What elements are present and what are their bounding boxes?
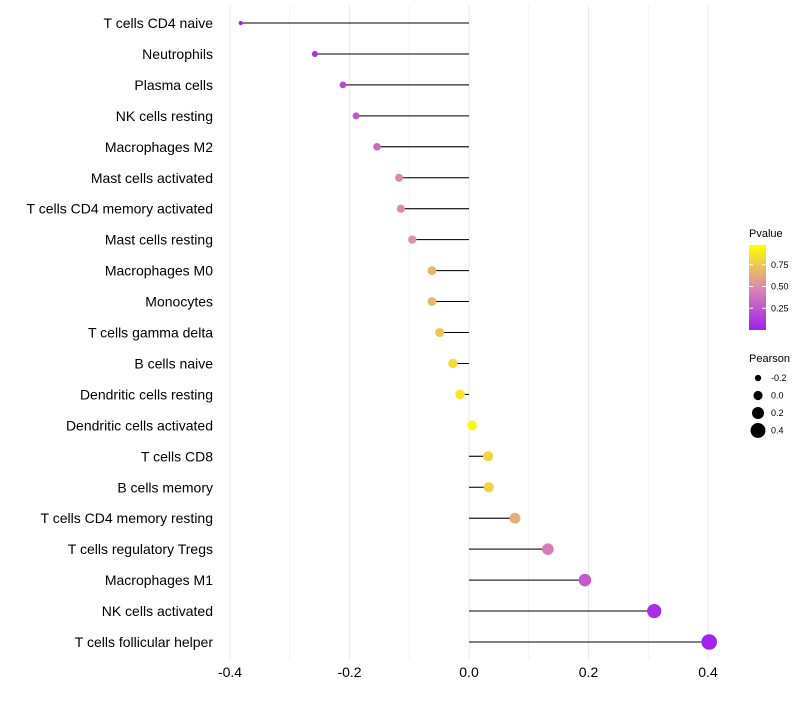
y-tick-label: B cells naive [134,355,213,371]
y-tick-label: B cells memory [117,479,213,495]
y-tick-label: Plasma cells [134,77,213,93]
point [408,235,417,244]
point [238,20,243,26]
y-tick-label: Dendritic cells activated [66,417,213,433]
point [455,389,465,400]
y-tick-label: Monocytes [145,294,213,310]
point [311,50,318,57]
point [373,143,381,151]
y-tick-label: Macrophages M2 [105,139,213,155]
size-key-label: 0.2 [771,408,784,418]
point [448,358,458,369]
size-key-dot [751,406,765,420]
y-tick-label: T cells follicular helper [75,634,214,650]
size-key-dot [750,423,766,438]
x-axis-labels: -0.4 -0.2 0.0 0.2 0.4 [218,664,718,680]
y-tick-label: T cells CD4 memory activated [27,201,213,217]
x-tick-label: 0.4 [698,664,718,680]
point [578,573,592,587]
point [467,420,477,431]
legend-colorbar [749,245,766,330]
legend: Pvalue 0.25 0.50 0.75 Pearson -0.2 0.0 0.2 0.… [749,228,790,438]
size-key-label: 0.4 [771,426,784,436]
y-tick-label: Mast cells resting [105,232,213,248]
point [339,81,347,89]
size-key-label: -0.2 [771,373,787,383]
y-tick-label: T cells CD4 memory resting [41,510,213,526]
point [647,603,662,619]
x-tick-label: 0.0 [459,664,479,680]
point [395,173,404,182]
point [509,512,521,524]
x-tick-label: -0.2 [337,664,361,680]
y-tick-label: Dendritic cells resting [80,386,213,402]
point [427,297,437,306]
y-tick-label: T cells gamma delta [88,325,213,341]
point [352,112,360,120]
points [238,20,717,650]
point [483,482,494,493]
colorbar-tick-label: 0.75 [771,260,789,270]
size-key-dot [754,374,762,382]
y-axis-labels: T cells CD4 naive Neutrophils Plasma cells… [27,15,214,650]
y-tick-label: Macrophages M0 [105,263,213,279]
colorbar-tick-label: 0.25 [771,303,789,313]
point [435,327,445,338]
point [396,204,405,213]
colorbar-tick-label: 0.50 [771,282,789,292]
legend-color-title: Pvalue [749,228,783,240]
legend-size-title: Pearson [749,353,790,365]
y-tick-label: Neutrophils [142,46,213,62]
y-tick-label: T cells CD8 [141,448,213,464]
y-tick-label: NK cells resting [116,108,213,124]
y-tick-label: Mast cells activated [91,170,213,186]
x-tick-label: -0.4 [218,664,242,680]
point [483,451,494,462]
x-tick-label: 0.2 [579,664,599,680]
size-key-label: 0.0 [771,391,784,401]
y-tick-label: Macrophages M1 [105,572,213,588]
point [427,266,437,276]
size-key-dot [753,390,763,401]
y-tick-label: NK cells activated [102,603,213,619]
point [542,543,554,555]
point [701,634,717,650]
y-tick-label: T cells CD4 naive [104,15,214,31]
y-tick-label: T cells regulatory Tregs [68,541,213,557]
stems [240,22,710,643]
